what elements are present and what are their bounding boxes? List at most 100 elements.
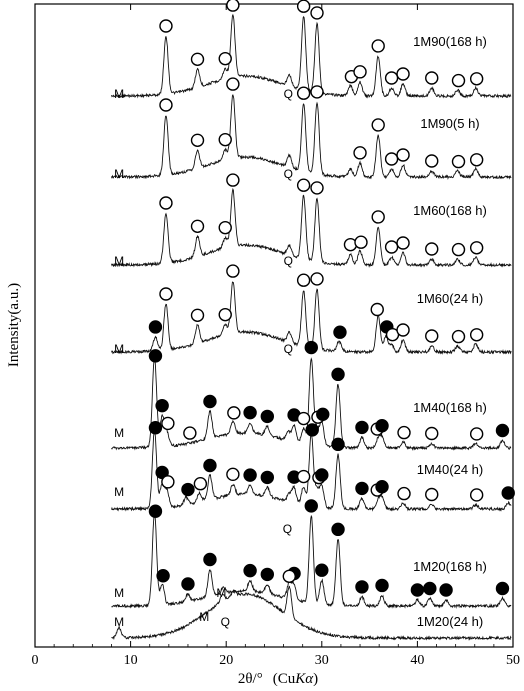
- open-circle-marker: [226, 467, 240, 482]
- filled-circle-marker: [203, 394, 217, 409]
- open-circle-marker: [296, 86, 311, 100]
- y-axis-title: Intensity(a.u.): [6, 283, 22, 367]
- xrd-trace: [111, 187, 512, 268]
- open-circle-marker: [218, 307, 232, 322]
- open-circle-marker: [226, 264, 240, 278]
- filled-circle-marker: [260, 470, 275, 485]
- open-circle-marker: [218, 132, 232, 147]
- open-circle-marker: [396, 148, 410, 162]
- sample-label: 1M20(168 h): [413, 559, 487, 574]
- x-axis-ticks: 0 10 20 30 40 50: [32, 4, 520, 668]
- open-circle-marker: [469, 72, 484, 86]
- filled-circle-marker: [315, 468, 329, 482]
- open-circle-marker: [296, 411, 311, 426]
- open-circle-marker: [371, 39, 385, 53]
- filled-circle-marker: [304, 499, 318, 513]
- peak-letter-label: M: [199, 610, 209, 624]
- filled-circle-marker: [375, 480, 389, 494]
- filled-circle-marker: [203, 458, 217, 473]
- open-circle-marker: [451, 329, 466, 344]
- open-circle-marker: [397, 486, 411, 501]
- peak-letter-label: M: [114, 485, 124, 499]
- open-circle-marker: [425, 487, 439, 502]
- open-circle-marker: [190, 219, 205, 234]
- open-circle-marker: [425, 426, 439, 441]
- open-circle-marker: [227, 406, 241, 420]
- open-circle-marker: [451, 154, 466, 169]
- plot-frame: [34, 3, 514, 648]
- peak-letter-label: Q: [221, 615, 230, 629]
- filled-circle-marker: [501, 486, 515, 500]
- peak-letter-label: M: [114, 254, 124, 268]
- open-circle-marker: [282, 569, 296, 583]
- open-circle-marker: [384, 240, 399, 254]
- sample-label: 1M90(5 h): [420, 116, 479, 131]
- peak-letter-label: M: [216, 586, 226, 600]
- open-circle-marker: [226, 77, 240, 91]
- peak-letter-label: M: [114, 615, 124, 629]
- open-circle-marker: [370, 302, 384, 317]
- filled-circle-marker: [331, 437, 345, 452]
- peak-letter-label: M: [114, 167, 124, 181]
- open-circle-marker: [451, 73, 466, 88]
- open-circle-marker: [190, 52, 205, 67]
- open-circle-marker: [226, 173, 240, 187]
- open-circle-marker: [353, 146, 367, 160]
- open-circle-marker: [469, 328, 484, 342]
- x-tick-label: 40: [410, 653, 424, 668]
- open-circle-marker: [296, 469, 311, 484]
- filled-circle-marker: [331, 367, 345, 382]
- open-circle-marker: [371, 118, 385, 132]
- open-circle-marker: [469, 153, 484, 167]
- open-circle-marker: [161, 416, 175, 431]
- filled-circle-marker: [304, 340, 318, 355]
- filled-circle-marker: [148, 421, 163, 435]
- filled-circle-marker: [355, 580, 369, 594]
- filled-circle-marker: [148, 349, 163, 363]
- x-tick-label: 10: [124, 653, 138, 668]
- open-circle-marker: [384, 152, 399, 166]
- open-circle-marker: [218, 220, 232, 235]
- filled-circle-marker: [331, 522, 345, 537]
- sample-label: 1M20(24 h): [417, 614, 483, 629]
- xrd-trace: [111, 585, 512, 641]
- filled-circle-marker: [181, 577, 195, 591]
- open-circle-marker: [310, 181, 324, 195]
- open-circle-marker: [159, 287, 173, 301]
- sample-labels: 1M90(168 h) 1M90(5 h) 1M60(168 h) 1M60(24 h…: [413, 34, 487, 629]
- open-circle-marker: [425, 329, 439, 343]
- open-circle-marker: [310, 6, 324, 20]
- filled-circle-marker: [355, 481, 369, 496]
- filled-circle-marker: [410, 583, 425, 597]
- open-circle-marker: [469, 427, 484, 441]
- open-circle-marker: [425, 154, 439, 168]
- filled-circle-marker: [439, 583, 453, 597]
- peak-letter-label: Q: [284, 342, 293, 356]
- open-circle-marker: [226, 0, 240, 12]
- xrd-trace: [111, 511, 512, 609]
- peak-letter-label: Q: [284, 254, 293, 268]
- filled-circle-marker: [316, 407, 330, 422]
- peak-letter-label: Q: [284, 87, 293, 101]
- filled-circle-marker: [260, 409, 275, 424]
- peak-letter-label: M: [114, 586, 124, 600]
- sample-label: 1M40(24 h): [417, 462, 483, 477]
- open-circle-marker: [161, 475, 175, 489]
- filled-circle-marker: [305, 423, 319, 437]
- open-circle-marker: [396, 67, 410, 81]
- filled-circle-marker: [156, 569, 170, 583]
- open-circle-marker: [371, 210, 385, 224]
- filled-circle-marker: [243, 405, 257, 420]
- filled-circle-marker: [155, 398, 169, 413]
- open-circle-marker: [193, 477, 208, 491]
- x-axis-title: 2θ/° (CuKα): [238, 671, 318, 687]
- x-tick-label: 20: [219, 653, 233, 668]
- sample-label: 1M60(168 h): [413, 203, 487, 218]
- filled-circle-marker: [315, 563, 329, 577]
- open-circle-marker: [469, 488, 484, 502]
- open-circle-marker: [396, 236, 410, 250]
- open-circle-marker: [310, 272, 324, 286]
- filled-circle-marker: [203, 552, 217, 567]
- xrd-trace: [111, 94, 512, 181]
